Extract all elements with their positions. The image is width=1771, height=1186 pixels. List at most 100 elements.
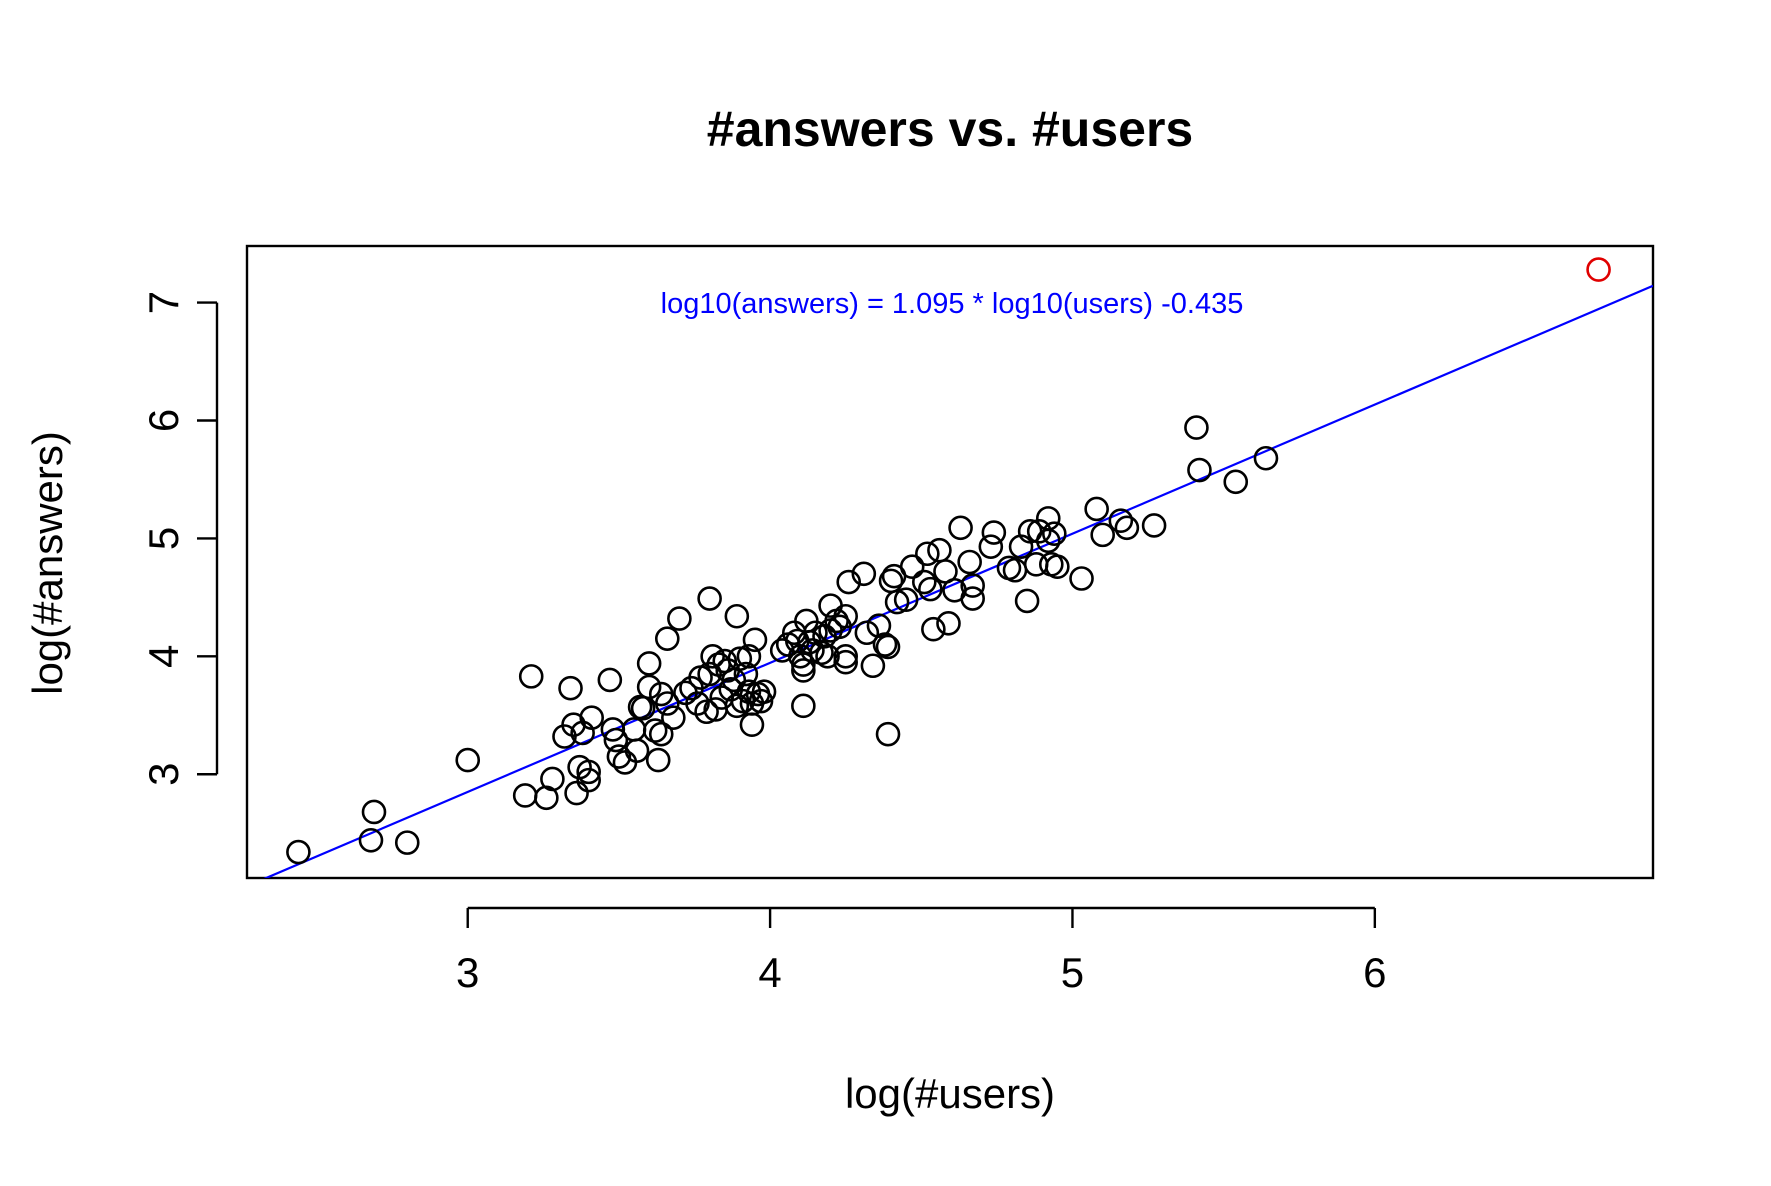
data-point xyxy=(833,649,858,675)
data-point xyxy=(654,626,680,651)
x-tick-label: 4 xyxy=(758,949,781,996)
y-tick-label: 3 xyxy=(140,763,187,786)
data-point xyxy=(800,638,825,663)
data-point xyxy=(1187,457,1212,483)
data-point xyxy=(661,705,686,730)
data-point xyxy=(748,688,774,714)
data-point xyxy=(667,606,692,631)
data-point xyxy=(654,691,680,716)
chart-title: #answers vs. #users xyxy=(707,101,1193,157)
fit-equation: log10(answers) = 1.095 * log10(users) -0… xyxy=(661,288,1244,320)
x-axis-label: log(#users) xyxy=(845,1070,1055,1117)
data-point xyxy=(564,780,589,806)
data-point xyxy=(1026,519,1052,544)
data-point xyxy=(833,644,858,669)
data-point xyxy=(540,766,565,792)
data-point xyxy=(727,646,753,671)
data-point xyxy=(455,747,481,773)
y-tick-label: 7 xyxy=(140,291,187,314)
data-point xyxy=(603,727,629,753)
plot-area: 3 4 5 6 3 4 5 6 7 log10(answers) = 1.095 * log10(… xyxy=(140,244,1655,996)
data-point xyxy=(936,611,961,636)
y-axis-label: log(#answers) xyxy=(24,431,71,695)
data-point xyxy=(884,589,910,615)
data-point xyxy=(1042,521,1067,547)
highlighted-data-point xyxy=(1586,257,1611,282)
data-point xyxy=(597,667,623,693)
data-point xyxy=(957,549,982,575)
data-point xyxy=(815,644,840,669)
data-point xyxy=(899,554,925,580)
data-point xyxy=(576,767,601,793)
data-point xyxy=(918,576,943,602)
data-point xyxy=(915,541,940,567)
x-tick-label: 3 xyxy=(456,949,479,996)
plot-frame xyxy=(245,244,1655,880)
data-point xyxy=(1223,469,1249,495)
data-point xyxy=(512,783,538,808)
data-point xyxy=(851,561,877,587)
data-point xyxy=(960,573,985,598)
data-point xyxy=(1014,588,1040,614)
data-point xyxy=(636,674,662,700)
data-point xyxy=(751,679,777,705)
data-point xyxy=(893,587,919,613)
data-point xyxy=(700,644,725,669)
data-point xyxy=(1108,508,1134,534)
fit-line xyxy=(263,284,1653,878)
data-point xyxy=(579,705,604,730)
data-point xyxy=(697,586,722,611)
data-point xyxy=(1035,528,1061,554)
data-point xyxy=(1045,554,1070,580)
data-point xyxy=(1114,515,1140,541)
data-point xyxy=(724,693,750,719)
data-point xyxy=(836,569,862,595)
y-tick-label: 6 xyxy=(140,409,187,432)
data-point xyxy=(833,603,858,629)
data-point xyxy=(612,750,638,775)
data-point xyxy=(624,738,650,763)
data-point xyxy=(1253,445,1279,471)
x-tick-label: 6 xyxy=(1363,949,1386,996)
data-point xyxy=(960,586,985,611)
x-tick-label: 5 xyxy=(1061,949,1084,996)
data-point xyxy=(1084,496,1109,522)
data-point xyxy=(872,632,898,657)
data-point xyxy=(978,534,1004,559)
data-point xyxy=(736,644,762,669)
data-point xyxy=(739,712,765,738)
data-point xyxy=(860,653,886,679)
data-point xyxy=(875,634,901,660)
data-point xyxy=(558,675,583,701)
data-point xyxy=(648,721,674,747)
data-point xyxy=(724,603,750,629)
data-point xyxy=(875,721,901,747)
data-point xyxy=(606,744,632,769)
data-point xyxy=(576,759,601,785)
data-point xyxy=(742,627,768,653)
data-point xyxy=(791,693,816,719)
data-point xyxy=(394,830,420,855)
data-point xyxy=(642,718,668,743)
data-point xyxy=(1141,513,1167,538)
data-point xyxy=(981,520,1007,545)
data-point xyxy=(791,652,816,677)
y-tick-label: 5 xyxy=(140,527,187,550)
data-point xyxy=(911,569,937,595)
data-point xyxy=(1069,566,1094,591)
data-point xyxy=(697,661,722,687)
data-point xyxy=(645,747,671,773)
data-point xyxy=(358,827,384,853)
data-point xyxy=(927,537,952,563)
data-point xyxy=(1090,522,1115,548)
data-point xyxy=(636,651,662,676)
data-point xyxy=(854,620,880,646)
y-tick-label: 4 xyxy=(140,645,187,668)
data-point xyxy=(685,691,710,716)
data-point xyxy=(286,839,311,865)
data-point xyxy=(948,515,973,541)
data-point xyxy=(361,799,387,825)
data-point xyxy=(694,699,719,725)
